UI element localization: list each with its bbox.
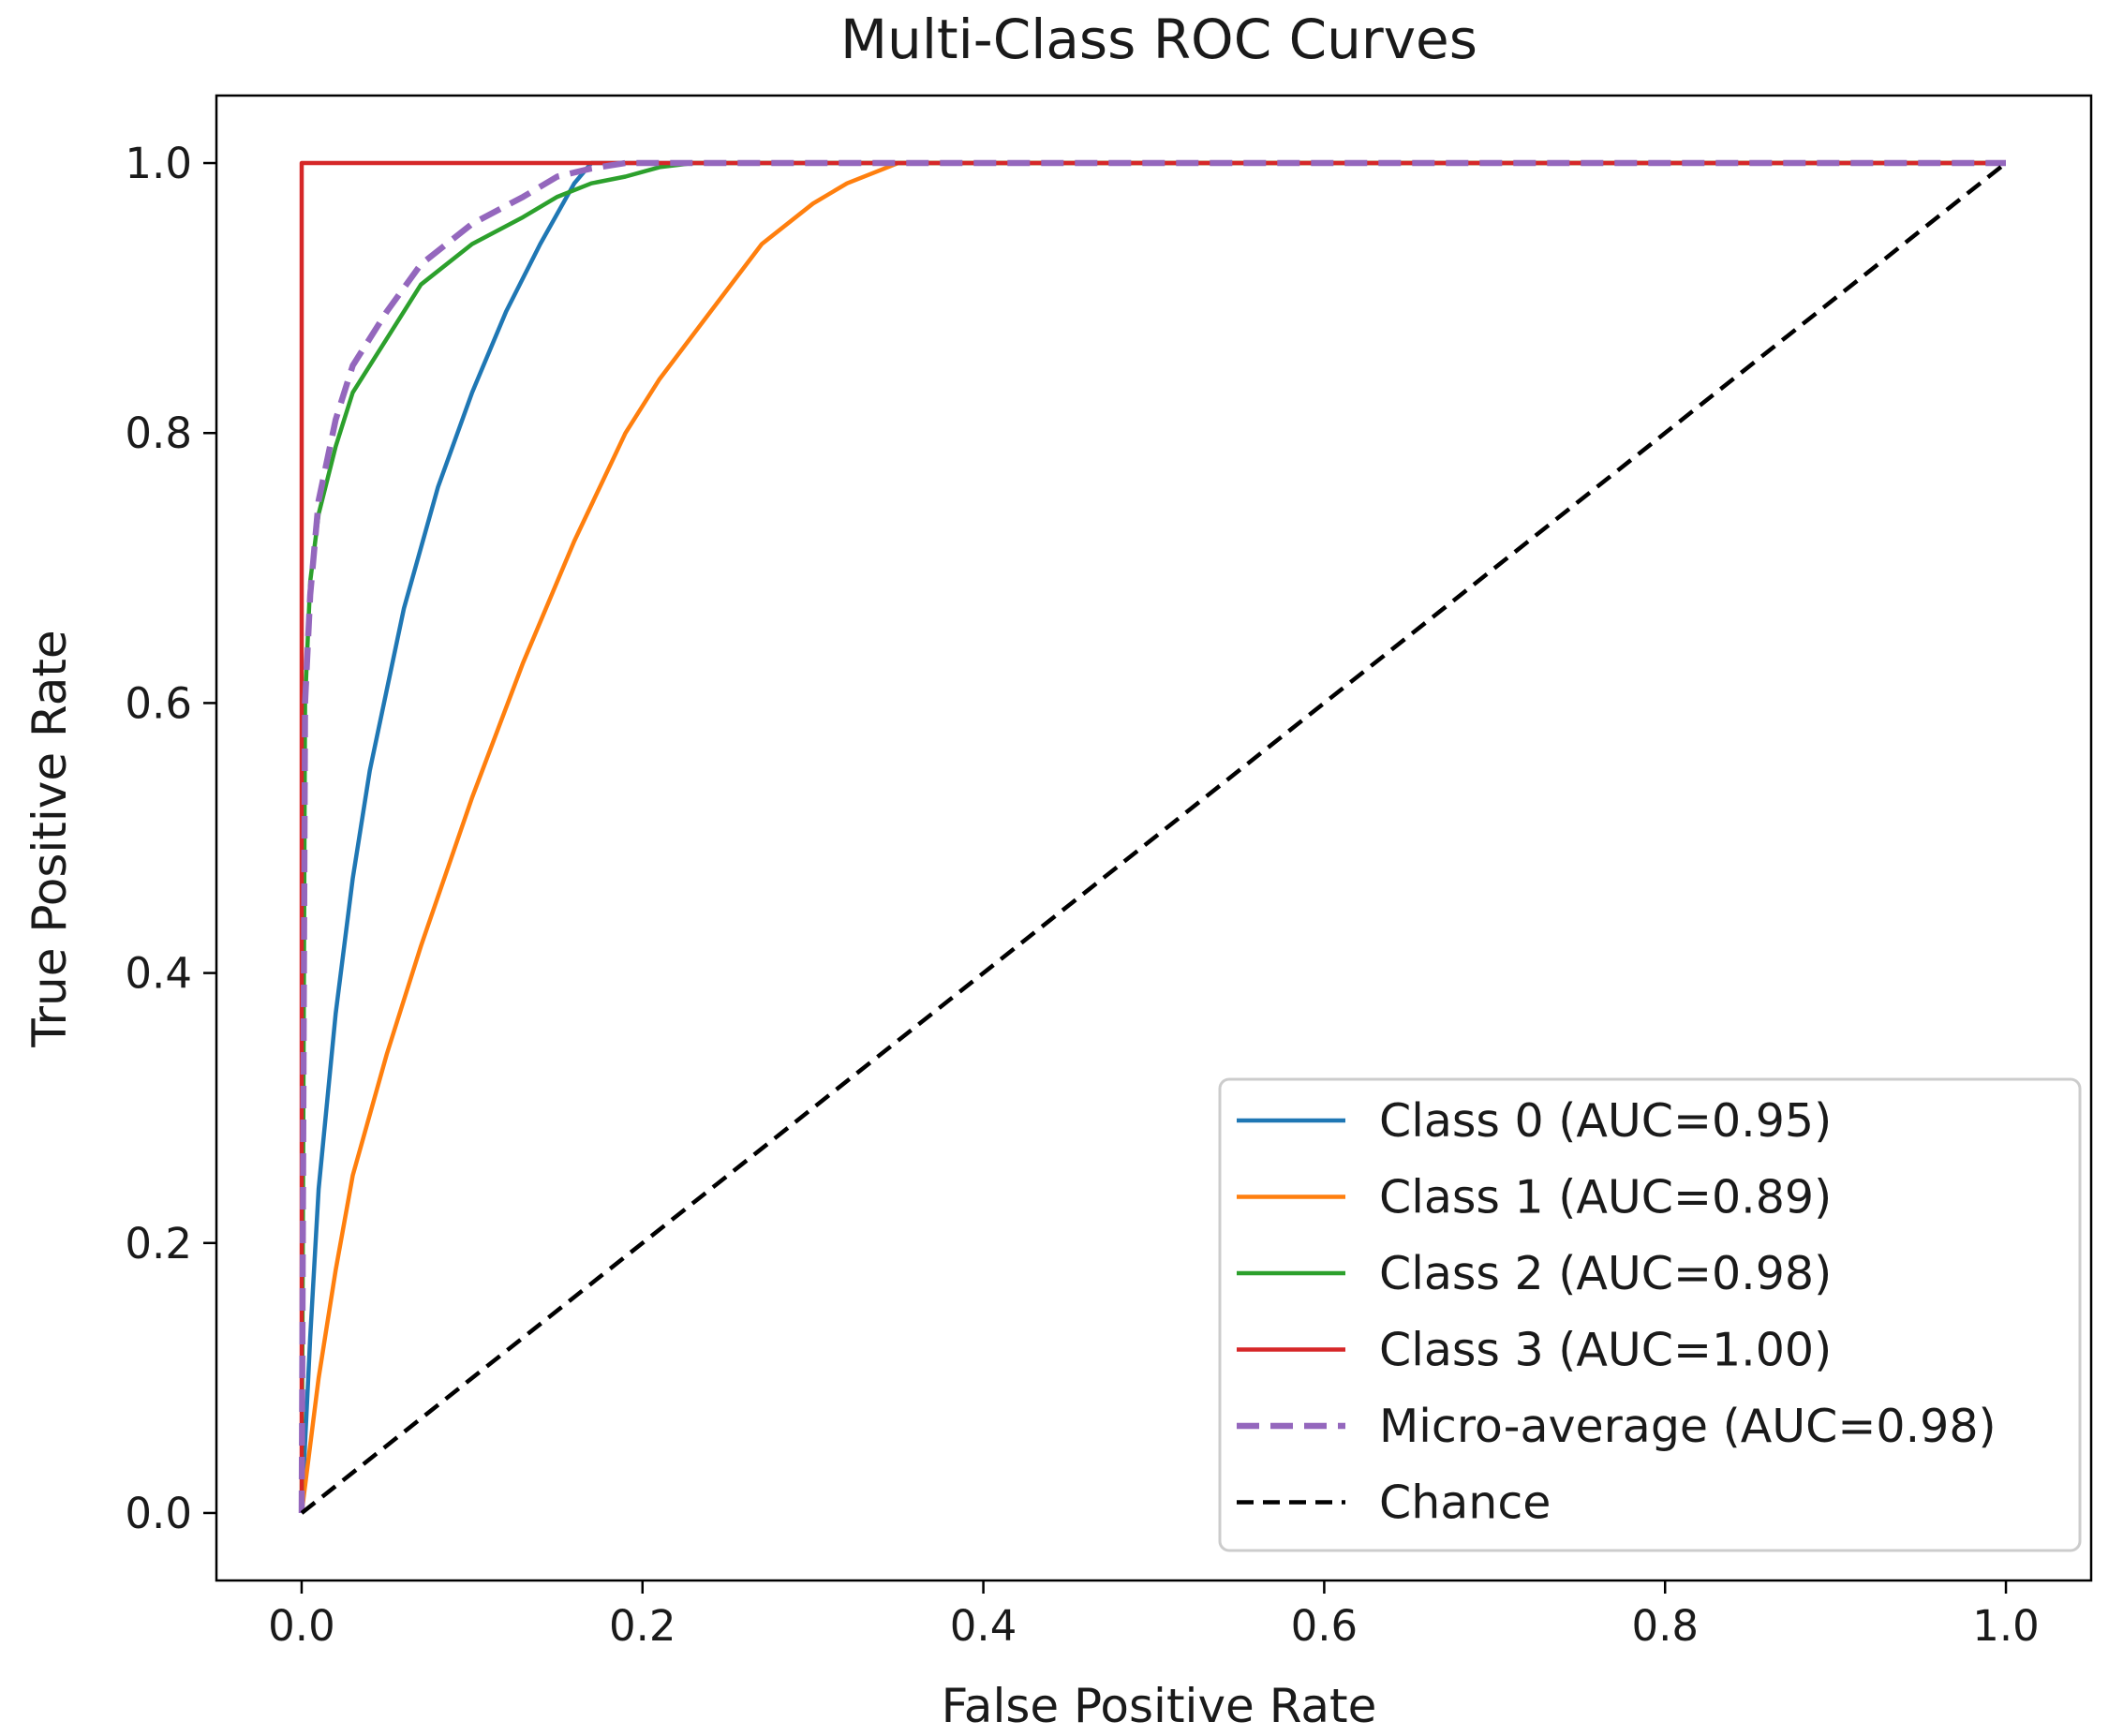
legend-label: Micro-average (AUC=0.98) — [1379, 1400, 1997, 1453]
legend: Class 0 (AUC=0.95) Class 1 (AUC=0.89) Clas… — [1218, 1077, 2082, 1552]
legend-label: Class 1 (AUC=0.89) — [1379, 1171, 1832, 1224]
x-tick-label: 0.2 — [609, 1601, 676, 1651]
plot-area-frame — [215, 94, 2093, 1582]
x-tick-label: 0.6 — [1291, 1601, 1358, 1651]
x-axis-label: False Positive Rate — [942, 1679, 1377, 1733]
x-tick-label: 0.4 — [950, 1601, 1017, 1651]
y-tick-label: 0.0 — [125, 1489, 192, 1538]
legend-label: Class 0 (AUC=0.95) — [1379, 1094, 1832, 1148]
legend-box — [1218, 1077, 2082, 1552]
legend-label: Class 2 (AUC=0.98) — [1379, 1247, 1832, 1300]
x-tick-label: 0.0 — [268, 1601, 335, 1651]
x-tick-label: 1.0 — [1972, 1601, 2040, 1651]
x-tick-label: 0.8 — [1631, 1601, 1699, 1651]
y-tick-label: 0.4 — [125, 949, 192, 999]
legend-label: Class 3 (AUC=1.00) — [1379, 1324, 1832, 1377]
y-tick-label: 0.2 — [125, 1219, 192, 1269]
y-axis-label: True Positive Rate — [22, 630, 77, 1047]
series-line-chance — [300, 161, 2008, 1515]
y-tick-label: 0.6 — [125, 678, 192, 728]
chart-title: Multi-Class ROC Curves — [840, 7, 1477, 71]
legend-label: Chance — [1379, 1476, 1551, 1530]
y-tick-label: 0.8 — [125, 408, 192, 458]
y-tick-label: 1.0 — [125, 139, 192, 188]
series-line-class-1 — [299, 160, 2006, 1514]
series-line-micro-average — [298, 159, 2006, 1514]
